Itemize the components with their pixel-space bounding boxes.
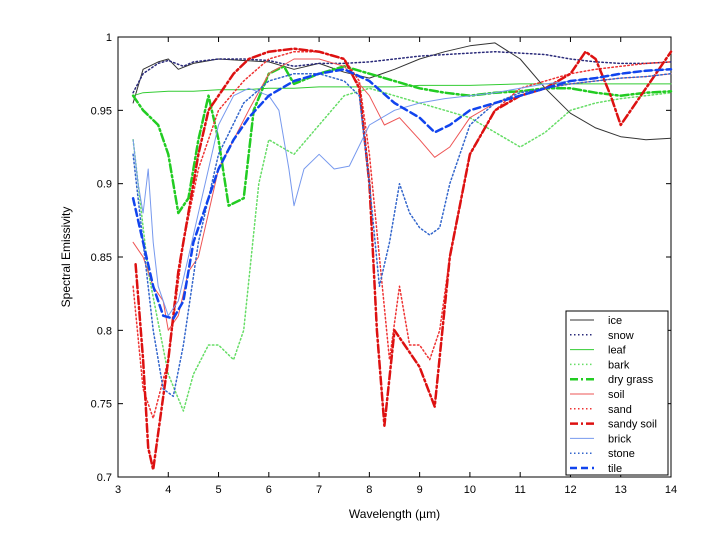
y-axis-label: Spectral Emissivity [59, 207, 73, 308]
x-tick-label: 8 [366, 484, 372, 496]
x-tick-label: 3 [115, 484, 121, 496]
series-line-tile [131, 68, 673, 320]
series-line-leaf [132, 83, 672, 97]
y-tick-label: 0.85 [91, 252, 112, 264]
x-tick-label: 9 [417, 484, 423, 496]
x-tick-label: 12 [564, 484, 576, 496]
series-line-ice [132, 42, 672, 141]
x-tick-label: 6 [266, 484, 272, 496]
y-tick-label: 0.95 [91, 105, 112, 117]
series-line-sand [132, 50, 672, 420]
legend-label-snow: snow [608, 330, 634, 342]
series-line-brick [132, 68, 672, 317]
x-tick-label: 4 [165, 484, 171, 496]
series-line-snow [132, 50, 672, 94]
series-layer [131, 42, 673, 471]
y-tick-label: 1 [106, 32, 112, 44]
legend-label-sand: sand [608, 404, 632, 416]
legend-label-ice: ice [608, 315, 622, 327]
axis-ticks: 3 4 5 6 7 8 9 10 11 12 13 14 0.7 0.75 0.8 0.85 0.9 0.95 1 [91, 32, 678, 496]
y-tick-label: 0.7 [97, 472, 112, 484]
legend-label-brick: brick [608, 433, 632, 445]
x-tick-label: 5 [215, 484, 221, 496]
y-tick-label: 0.8 [97, 325, 112, 337]
x-tick-label: 10 [464, 484, 476, 496]
y-tick-label: 0.75 [91, 399, 112, 411]
legend: ice snow leaf bark dry grass soil sand sandy so… [565, 310, 669, 476]
x-tick-label: 14 [665, 484, 677, 496]
legend-label-dry-grass: dry grass [608, 374, 654, 386]
legend-label-tile: tile [608, 463, 622, 475]
series-line-bark [132, 87, 672, 412]
y-tick-label: 0.9 [97, 179, 112, 191]
legend-label-bark: bark [608, 359, 630, 371]
legend-box [565, 310, 669, 476]
x-tick-label: 13 [615, 484, 627, 496]
x-axis-label: Wavelength (µm) [349, 507, 440, 521]
legend-label-sandy-soil: sandy soil [608, 419, 657, 431]
x-tick-label: 7 [316, 484, 322, 496]
x-tick-label: 11 [514, 484, 525, 496]
legend-label-leaf: leaf [608, 345, 627, 357]
legend-label-soil: soil [608, 389, 625, 401]
legend-label-stone: stone [608, 448, 635, 460]
